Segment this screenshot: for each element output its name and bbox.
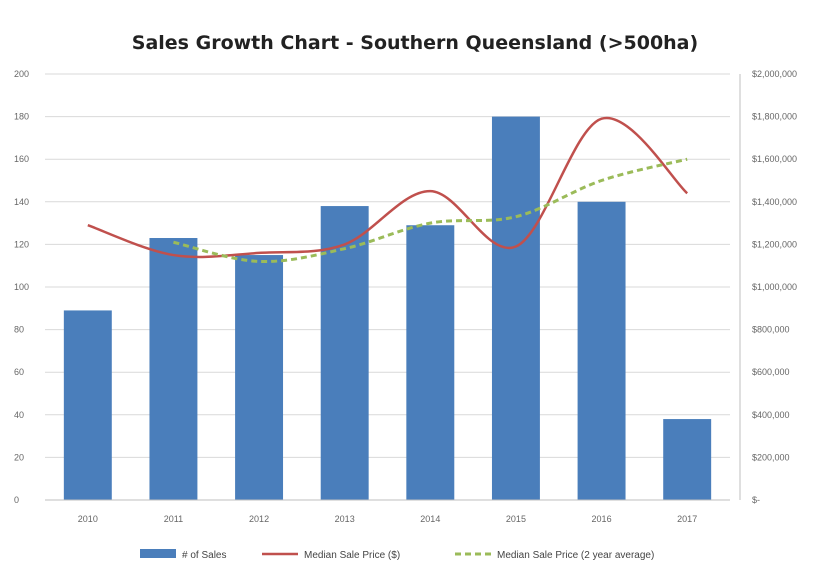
legend: # of Sales Median Sale Price ($) Median Sa… <box>140 549 654 561</box>
median-price-line <box>87 116 689 259</box>
right-tick-label: $600,000 <box>752 367 790 377</box>
left-tick-label: 20 <box>14 452 24 462</box>
left-tick-label: 200 <box>14 69 29 79</box>
two-year-average-line <box>173 157 688 264</box>
left-tick-label: 80 <box>14 325 24 335</box>
right-tick-label: $1,000,000 <box>752 282 797 292</box>
right-tick-label: $1,600,000 <box>752 154 797 164</box>
bar-2017 <box>663 419 712 500</box>
right-tick-label: $1,400,000 <box>752 197 797 207</box>
right-tick-label: $1,800,000 <box>752 112 797 122</box>
right-tick-label: $200,000 <box>752 452 790 462</box>
gridlines <box>45 73 730 501</box>
left-tick-label: 140 <box>14 197 29 207</box>
bar-2013 <box>320 206 369 500</box>
x-tick-label: 2012 <box>249 514 269 524</box>
bar-2012 <box>235 255 284 500</box>
x-tick-label: 2016 <box>592 514 612 524</box>
left-tick-label: 120 <box>14 239 29 249</box>
x-tick-label: 2014 <box>420 514 440 524</box>
left-tick-label: 40 <box>14 410 24 420</box>
x-tick-label: 2015 <box>506 514 526 524</box>
bar-2010 <box>63 310 112 500</box>
bar-2015 <box>491 116 540 500</box>
x-axis: 2010 2011 2012 2013 2014 2015 2016 2017 <box>45 499 730 524</box>
right-tick-label: $400,000 <box>752 410 790 420</box>
left-tick-label: 100 <box>14 282 29 292</box>
bar-2011 <box>149 238 198 500</box>
x-tick-label: 2010 <box>78 514 98 524</box>
legend-swatch <box>140 549 176 558</box>
right-axis: $- $200,000 $400,000 $600,000 $800,000 $1,000… <box>739 69 797 505</box>
line-series <box>87 116 689 264</box>
x-tick-label: 2013 <box>335 514 355 524</box>
chart-title: Sales Growth Chart - Southern Queensland… <box>132 32 698 54</box>
x-tick-label: 2011 <box>164 514 183 524</box>
bar-2014 <box>406 225 455 501</box>
left-tick-label: 60 <box>14 367 24 377</box>
bar-2016 <box>577 201 626 501</box>
left-tick-label: 180 <box>14 112 29 122</box>
bar-series <box>63 116 712 501</box>
right-tick-label: $800,000 <box>752 325 790 335</box>
legend-label: # of Sales <box>182 550 226 561</box>
legend-label: Median Sale Price (2 year average) <box>497 550 654 561</box>
left-tick-label: 0 <box>14 495 19 505</box>
right-tick-label: $2,000,000 <box>752 69 797 79</box>
right-tick-label: $1,200,000 <box>752 239 797 249</box>
left-tick-label: 160 <box>14 154 29 164</box>
right-tick-label: $- <box>752 495 760 505</box>
legend-label: Median Sale Price ($) <box>304 550 400 561</box>
left-axis: 0 20 40 60 80 100 120 140 160 180 200 <box>14 69 29 505</box>
x-tick-label: 2017 <box>677 514 697 524</box>
